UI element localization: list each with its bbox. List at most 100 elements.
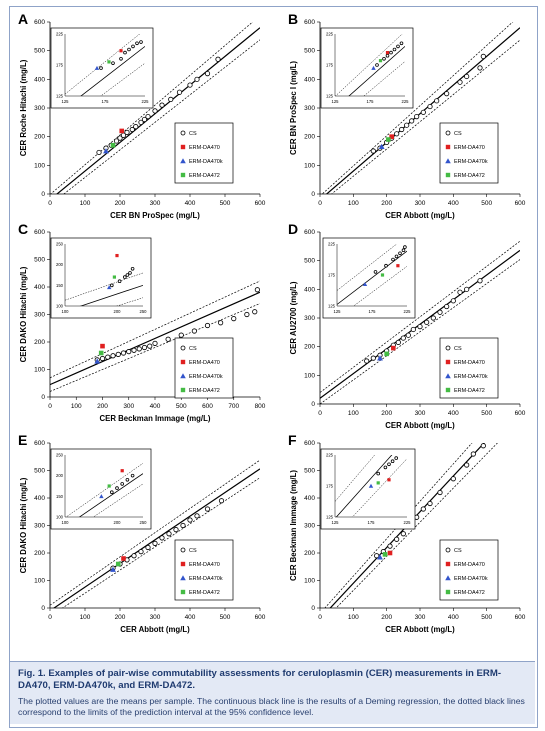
data-point-cs bbox=[470, 451, 476, 457]
data-point-cs bbox=[152, 340, 158, 346]
y-tick-label: 300 bbox=[34, 312, 45, 319]
legend: CS ERM-DA470 ERM-DA470k ERM-DA472 bbox=[439, 122, 499, 184]
data-point-cs bbox=[480, 53, 486, 60]
data-point-cs bbox=[399, 126, 405, 133]
legend-label: ERM-DA470k bbox=[454, 159, 488, 165]
legend-label: ERM-DA470 bbox=[454, 360, 485, 366]
data-point-cs bbox=[394, 536, 400, 542]
x-axis-label: CER Abbott (mg/L) bbox=[120, 625, 190, 634]
inset-y-tick-label: 125 bbox=[326, 515, 334, 520]
legend-label: CS bbox=[454, 131, 462, 137]
inset-point-cs bbox=[384, 263, 388, 268]
inset-x-tick-label: 125 bbox=[332, 99, 340, 104]
x-tick-label: 400 bbox=[448, 410, 459, 417]
data-point-cs bbox=[152, 540, 158, 546]
x-axis-label: CER Abbott (mg/L) bbox=[385, 211, 455, 220]
data-point-cs bbox=[405, 332, 411, 338]
data-point-cs bbox=[374, 553, 380, 559]
deming-regression-line bbox=[50, 291, 260, 386]
inset-point-cs bbox=[392, 47, 397, 52]
legend-swatch-da472 bbox=[445, 387, 451, 393]
data-point-da470k bbox=[94, 358, 101, 364]
inset-prediction-lower bbox=[100, 62, 145, 96]
data-point-da472 bbox=[386, 137, 391, 142]
data-point-cs bbox=[159, 535, 165, 541]
panel-f: F 0 100 200 300 400 500 600 0 100 200 300 400 500 600 C… bbox=[288, 432, 526, 634]
y-tick-label: 300 bbox=[304, 105, 315, 112]
y-tick-label: 200 bbox=[34, 134, 45, 141]
x-tick-label: 500 bbox=[220, 200, 231, 207]
x-tick-label: 600 bbox=[515, 200, 526, 207]
inset-plot: 100 200 250 100 150 200 250 bbox=[50, 237, 152, 319]
inset-prediction-upper bbox=[65, 272, 143, 301]
x-tick-label: 600 bbox=[202, 403, 213, 410]
legend-swatch-da470k bbox=[445, 575, 451, 581]
data-point-cs bbox=[409, 118, 415, 124]
x-tick-label: 500 bbox=[481, 410, 492, 417]
inset-point-cs bbox=[120, 482, 124, 486]
y-tick-label: 200 bbox=[34, 550, 45, 557]
inset-x-tick-label: 250 bbox=[140, 520, 148, 525]
legend-label: ERM-DA470k bbox=[454, 576, 488, 582]
inset-point-da470k bbox=[368, 483, 374, 488]
inset-x-tick-label: 200 bbox=[114, 520, 122, 525]
data-point-cs bbox=[400, 531, 406, 537]
legend-label: ERM-DA470 bbox=[454, 562, 485, 568]
inset-point-da472 bbox=[380, 273, 385, 277]
prediction-upper-line bbox=[321, 22, 514, 194]
legend-swatch-da472 bbox=[180, 589, 186, 595]
prediction-upper-line bbox=[50, 459, 260, 606]
data-point-cs bbox=[231, 316, 237, 322]
deming-regression-line bbox=[52, 468, 260, 608]
data-point-cs bbox=[187, 517, 193, 523]
data-point-cs bbox=[464, 73, 470, 80]
data-point-cs bbox=[424, 319, 430, 325]
x-axis-label: CER Abbott (mg/L) bbox=[385, 421, 455, 430]
data-point-cs bbox=[218, 320, 224, 326]
data-point-cs bbox=[194, 513, 200, 519]
y-tick-label: 100 bbox=[34, 367, 45, 374]
legend-swatch-da472 bbox=[180, 172, 186, 178]
legend-swatch-cs bbox=[445, 345, 451, 351]
panel-b: B 0 100 200 300 400 500 600 0 100 200 300 400 500 600 C… bbox=[288, 11, 526, 220]
panel-letter: A bbox=[18, 11, 28, 27]
legend-label: ERM-DA470 bbox=[454, 145, 485, 151]
legend-label: ERM-DA472 bbox=[189, 590, 220, 596]
inset-point-da470k bbox=[99, 494, 104, 499]
inset-x-tick-label: 250 bbox=[140, 309, 148, 314]
inset-point-cs bbox=[401, 248, 406, 253]
data-point-cs bbox=[437, 489, 443, 496]
data-point-cs bbox=[131, 347, 137, 353]
inset-point-da470k bbox=[94, 65, 100, 70]
prediction-lower-line bbox=[331, 39, 520, 194]
x-tick-label: 100 bbox=[71, 403, 82, 410]
inset-point-da472 bbox=[376, 481, 380, 485]
data-point-cs bbox=[395, 339, 401, 345]
data-point-cs bbox=[105, 354, 111, 360]
y-axis-label: CER BN ProSpec I (mg/L) bbox=[289, 61, 298, 155]
data-point-cs bbox=[434, 98, 440, 104]
y-tick-label: 200 bbox=[304, 550, 315, 557]
data-point-da470 bbox=[100, 343, 105, 349]
x-tick-label: 600 bbox=[255, 614, 266, 621]
data-point-cs bbox=[204, 322, 211, 329]
x-tick-label: 0 bbox=[48, 200, 52, 207]
legend-swatch-da472 bbox=[445, 172, 451, 178]
inset-point-cs bbox=[130, 266, 135, 271]
x-tick-label: 100 bbox=[80, 200, 91, 207]
panel-letter: E bbox=[18, 432, 27, 448]
legend: CS ERM-DA470 ERM-DA470k ERM-DA472 bbox=[439, 539, 499, 601]
x-tick-label: 400 bbox=[185, 614, 196, 621]
deming-regression-line bbox=[329, 443, 485, 608]
inset-y-tick-label: 225 bbox=[326, 453, 334, 458]
x-tick-label: 100 bbox=[348, 410, 359, 417]
data-point-cs bbox=[427, 500, 433, 507]
inset-point-cs bbox=[396, 44, 400, 49]
prediction-upper-line bbox=[50, 22, 254, 194]
y-tick-label: 200 bbox=[304, 344, 315, 351]
y-tick-label: 100 bbox=[34, 162, 45, 169]
inset-point-da470 bbox=[387, 478, 391, 482]
legend-label: CS bbox=[189, 346, 197, 352]
inset-point-cs bbox=[110, 283, 114, 288]
legend-label: ERM-DA472 bbox=[454, 388, 485, 394]
